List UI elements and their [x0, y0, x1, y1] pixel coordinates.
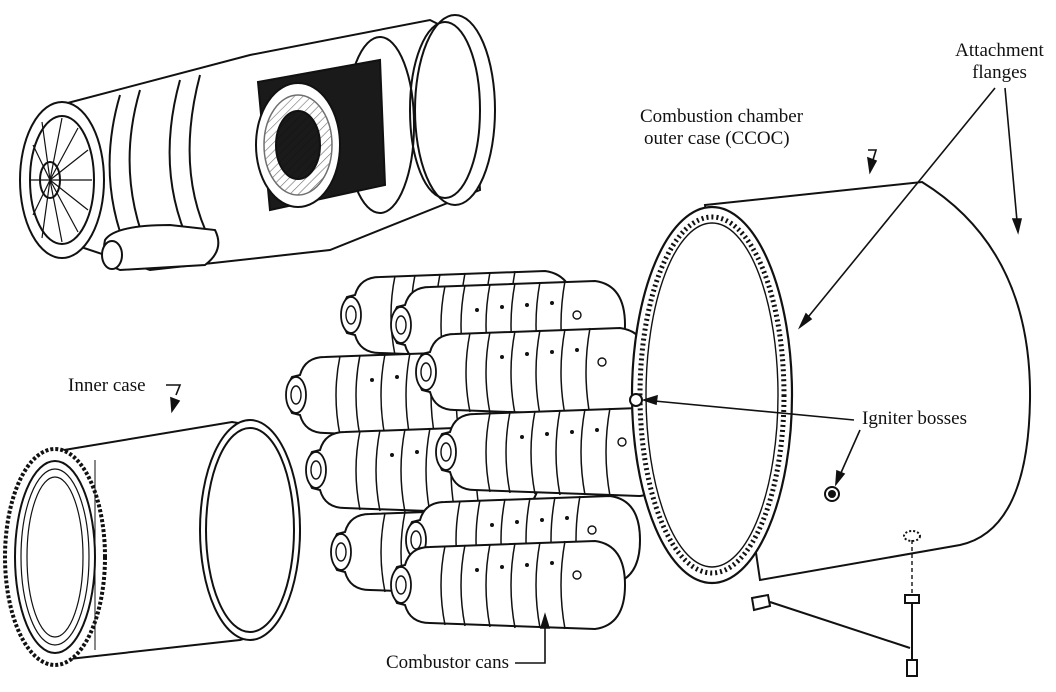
attachment-flanges-line2: flanges — [972, 62, 1027, 83]
engine-assembly — [19, 14, 496, 272]
igniter-lead — [750, 540, 920, 677]
outer-case — [629, 180, 1032, 585]
attachment-flanges-label: Attachment flanges — [943, 40, 1056, 84]
inner-case-label: Inner case — [68, 375, 146, 396]
leader-lines — [166, 87, 1023, 664]
attachment-flanges-line1: Attachment — [955, 40, 1044, 61]
ccoc-line2: outer case (CCOC) — [644, 128, 790, 149]
combustor-cans-label: Combustor cans — [386, 652, 509, 673]
inner-case — [3, 419, 302, 667]
igniter-bosses-label: Igniter bosses — [862, 408, 968, 429]
ccoc-label: Combustion chamber outer case (CCOC) — [640, 106, 803, 150]
combustor-cans — [285, 270, 671, 630]
ccoc-line1: Combustion chamber — [640, 106, 804, 127]
